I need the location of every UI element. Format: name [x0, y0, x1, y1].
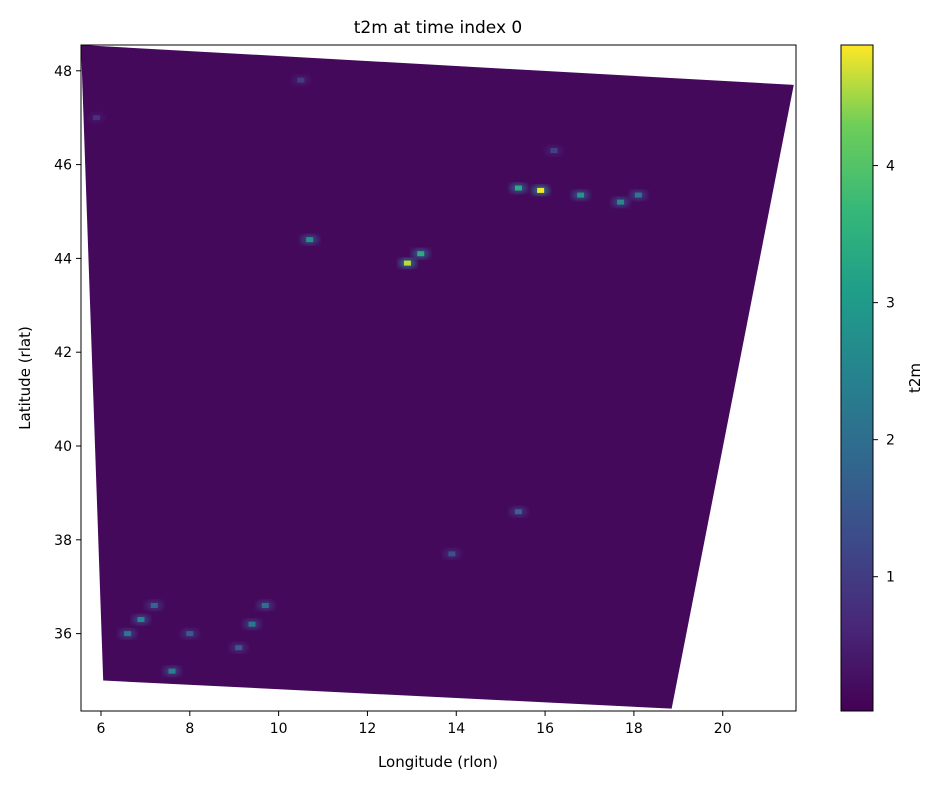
hotspot-cell-15: [235, 645, 243, 651]
hotspot-cell-0: [403, 260, 411, 266]
hotspot-cell-3: [514, 185, 522, 191]
x-axis-label: Longitude (rlon): [378, 753, 498, 771]
hotspot-cell-18: [550, 148, 558, 154]
y-tick-label-42: 42: [54, 345, 72, 361]
colorbar-ticks: 1 2 3 4: [873, 159, 895, 586]
y-tick-label-38: 38: [54, 533, 72, 549]
hotspot-cell-20: [93, 115, 101, 121]
x-tick-label-8: 8: [185, 721, 194, 737]
hotspot-cell-1: [417, 251, 425, 257]
hotspot-cell-14: [261, 602, 269, 608]
x-tick-label-6: 6: [97, 721, 106, 737]
x-tick-label-14: 14: [447, 721, 465, 737]
colorbar-tick-label-3: 3: [886, 296, 895, 312]
y-axis-ticks: 36 38 40 42 44 46 48: [54, 64, 81, 643]
y-axis-label: Latitude (rlat): [16, 326, 34, 430]
colorbar-label: t2m: [906, 363, 924, 393]
x-tick-label-18: 18: [625, 721, 643, 737]
y-tick-label-46: 46: [54, 158, 72, 174]
hotspot-cell-13: [248, 621, 256, 627]
hotspot-cell-8: [137, 617, 145, 623]
colorbar-tick-label-1: 1: [886, 570, 895, 586]
y-tick-label-36: 36: [54, 627, 72, 643]
x-tick-label-12: 12: [359, 721, 377, 737]
hotspot-cell-9: [124, 631, 132, 637]
colorbar-tick-label-4: 4: [886, 159, 895, 175]
hotspot-cell-2: [537, 187, 545, 193]
x-tick-label-20: 20: [714, 721, 732, 737]
hotspot-cell-10: [168, 668, 176, 674]
heatmap-domain: [81, 45, 794, 709]
axes-frame: [80, 44, 797, 712]
hotspot-cell-16: [514, 509, 522, 515]
x-axis-ticks: 6 8 10 12 14 16 18 20: [97, 711, 732, 737]
hotspot-cell-12: [186, 631, 194, 637]
x-tick-label-10: 10: [270, 721, 288, 737]
hotspot-cell-5: [617, 199, 625, 205]
heatmap-hotspots: [87, 75, 648, 677]
y-tick-label-40: 40: [54, 439, 72, 455]
x-tick-label-16: 16: [536, 721, 554, 737]
hotspot-cell-17: [448, 551, 456, 557]
hotspot-cell-11: [150, 602, 158, 608]
colorbar-tick-label-2: 2: [886, 433, 895, 449]
hotspot-cell-6: [634, 192, 642, 198]
colorbar: [840, 44, 874, 712]
hotspot-cell-4: [577, 192, 585, 198]
hotspot-cell-7: [306, 237, 314, 243]
y-tick-label-44: 44: [54, 251, 72, 267]
y-tick-label-48: 48: [54, 64, 72, 80]
heatmap-area: [81, 45, 794, 709]
chart-title: t2m at time index 0: [354, 18, 522, 38]
hotspot-cell-19: [297, 77, 305, 83]
